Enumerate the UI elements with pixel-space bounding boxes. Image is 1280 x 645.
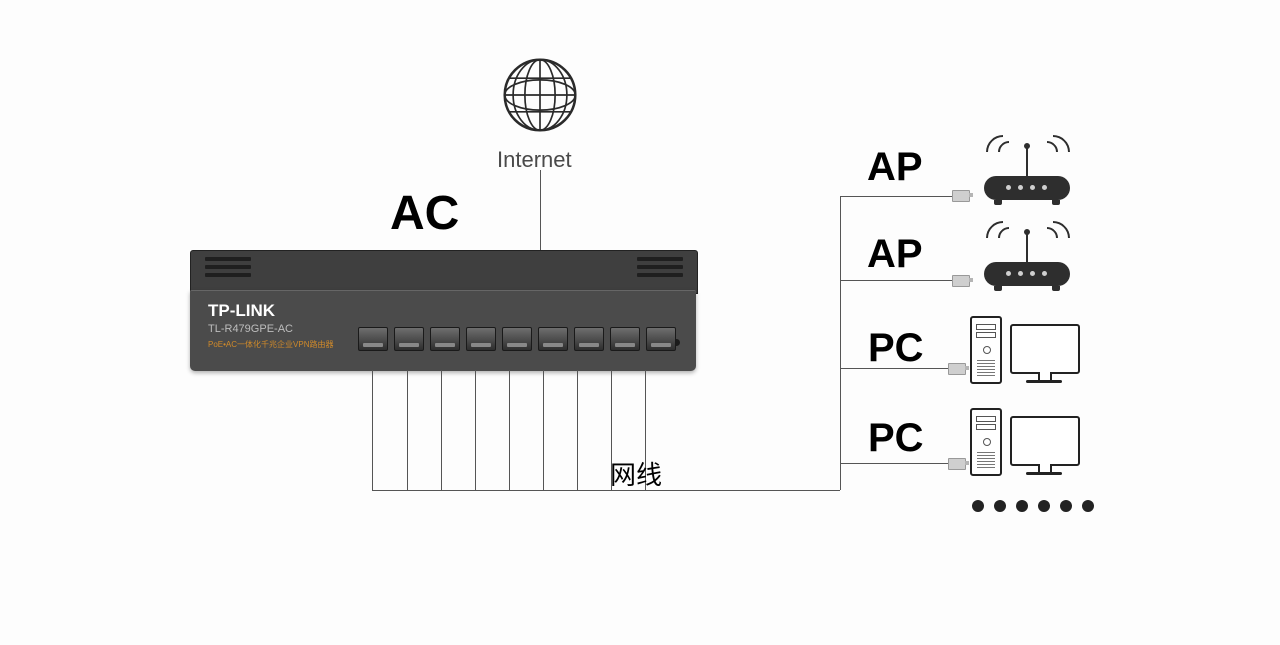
network-topology-diagram: Internet AC TP-LINK TL-R479GPE-AC PoE•AC… [0,0,1280,645]
router-brand: TP-LINK [208,301,275,321]
router-subtext: PoE•AC一体化千兆企业VPN路由器 [208,339,333,350]
rj45-connector-icon [952,275,970,287]
wireless-ap-icon [984,262,1070,286]
pc1-label: PC [868,326,924,371]
ethernet-port [538,327,568,351]
wire-branch [840,196,952,197]
ethernet-port [430,327,460,351]
ap2-label: AP [867,232,923,277]
port-wire [475,370,476,490]
rj45-connector-icon [948,363,966,375]
ac-label: AC [390,186,459,241]
wire-internet-router [540,170,541,250]
pc2-label: PC [868,416,924,461]
wire-branch [840,280,952,281]
port-wire [543,370,544,490]
ap1-label: AP [867,145,923,190]
ethernet-port [466,327,496,351]
pc-icon [970,316,1090,386]
ethernet-port [358,327,388,351]
ethernet-port [502,327,532,351]
router-front-panel: TP-LINK TL-R479GPE-AC PoE•AC一体化千兆企业VPN路由… [190,290,696,371]
ethernet-port [394,327,424,351]
internet-label: Internet [497,147,572,173]
wire-branch [840,463,948,464]
ethernet-port [574,327,604,351]
port-wire [509,370,510,490]
router-model: TL-R479GPE-AC [208,323,293,335]
pc-icon [970,408,1090,478]
ethernet-port [646,327,676,351]
more-devices-ellipsis-icon [972,500,1094,512]
internet-globe-icon [498,53,582,137]
port-wire [441,370,442,490]
ethernet-port [610,327,640,351]
port-wire [407,370,408,490]
port-wire [372,370,373,490]
wire-bus [372,490,840,491]
port-wire [577,370,578,490]
router-port-row [358,327,676,351]
wire-trunk [840,196,841,490]
wireless-ap-icon [984,176,1070,200]
rj45-connector-icon [952,190,970,202]
router-chassis-top [190,250,698,294]
cable-label: 网线 [610,455,662,492]
rj45-connector-icon [948,458,966,470]
